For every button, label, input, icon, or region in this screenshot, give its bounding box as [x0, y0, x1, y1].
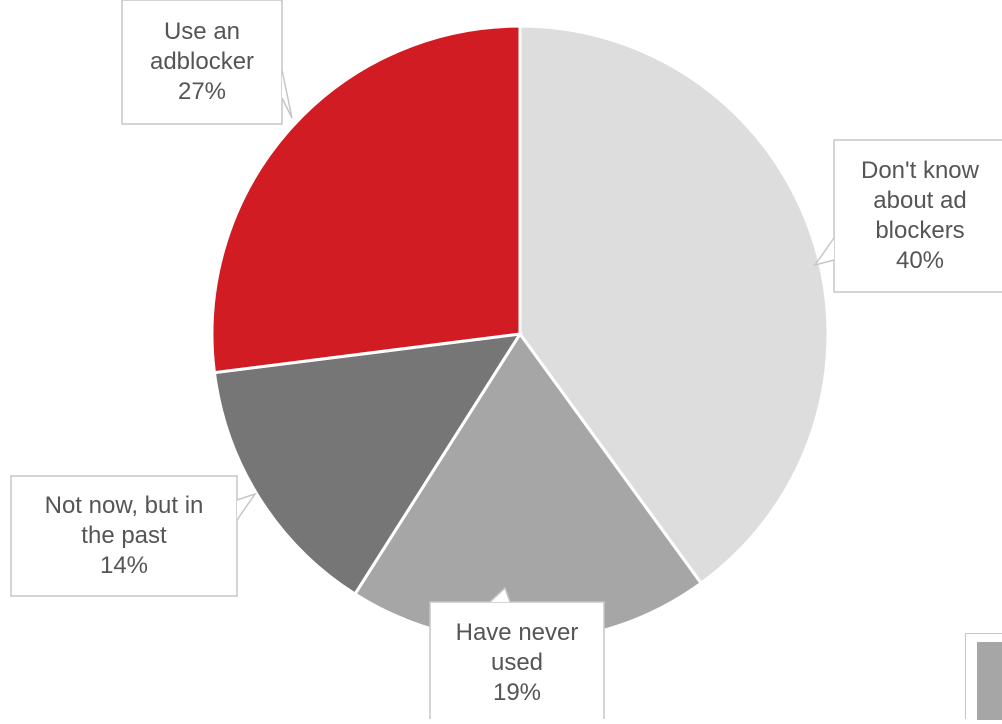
slice-category-label: about ad	[873, 187, 966, 214]
callout-pointer	[236, 492, 257, 521]
corner-fragment	[965, 633, 1002, 720]
slice-category-label: adblocker	[150, 48, 254, 75]
callout-box	[429, 601, 605, 724]
slice-callout: Have never used 19%	[429, 586, 605, 724]
callout-box	[10, 475, 238, 597]
slice-value-label: 27%	[178, 78, 226, 105]
pie-slice	[518, 24, 830, 586]
pie-slice	[210, 24, 522, 375]
slice-callout: Not now, but in the past 14%	[10, 475, 257, 597]
slice-category-label: Have never	[456, 619, 579, 646]
corner-fragment-swatch	[977, 642, 1002, 720]
slice-category-label: Not now, but in	[45, 492, 204, 519]
slice-category-label: the past	[81, 522, 167, 549]
slice-callout: Don't know about ad blockers 40%	[813, 139, 1002, 293]
slice-value-label: 19%	[493, 679, 541, 706]
slice-value-label: 40%	[896, 247, 944, 274]
callout-pointer	[281, 69, 293, 119]
slice-category-label: used	[491, 649, 543, 676]
callout-box	[833, 139, 1002, 293]
pie-slice	[212, 332, 523, 597]
callout-pointer	[813, 237, 835, 267]
slice-category-label: blockers	[875, 217, 964, 244]
slice-category-label: Don't know	[861, 157, 980, 184]
callout-pointer	[489, 586, 511, 603]
pie-labels: Don't know about ad blockers 40% Have never u…	[10, 0, 1002, 724]
slice-value-label: 14%	[100, 552, 148, 579]
slice-category-label: Use an	[164, 18, 240, 45]
callout-box	[121, 0, 283, 125]
slice-callout: Use an adblocker 27%	[121, 0, 293, 125]
pie-slices	[210, 24, 830, 644]
